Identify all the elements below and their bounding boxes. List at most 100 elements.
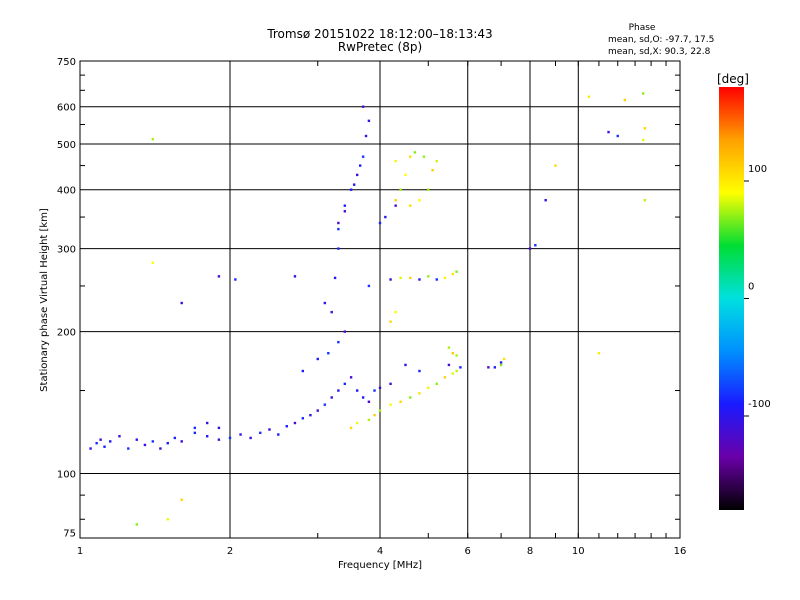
echo-point — [103, 445, 106, 448]
echo-point — [259, 431, 262, 435]
echo-point — [239, 433, 242, 436]
axis-ticks: 1 2 4 6 8 10 16 75 100 200 300 400 500 600 750 — [57, 57, 686, 557]
echo-point — [316, 357, 319, 361]
echo-point — [435, 278, 438, 281]
echo-point — [355, 389, 359, 392]
echo-point — [355, 173, 359, 177]
echo-point — [451, 352, 455, 355]
echo-point — [293, 421, 297, 425]
echo-point — [394, 159, 397, 163]
echo-point — [394, 204, 397, 207]
echo-point — [180, 301, 183, 305]
x-axis-label: Frequency [MHz] — [338, 560, 422, 571]
echo-point — [337, 340, 340, 344]
echo-point — [378, 221, 382, 225]
echo-point — [616, 134, 619, 138]
y-tick-label: 600 — [57, 103, 76, 114]
echo-point — [349, 426, 353, 430]
echo-point — [352, 183, 356, 186]
echo-point — [499, 363, 503, 367]
echo-point — [643, 127, 647, 130]
echo-point — [447, 363, 451, 367]
x-tick-label: 2 — [227, 546, 233, 557]
echo-point — [349, 188, 353, 191]
echo-point — [301, 417, 305, 420]
echo-point — [285, 425, 288, 428]
echo-point — [451, 272, 455, 276]
echo-point — [151, 261, 155, 264]
echo-point — [502, 357, 506, 361]
echo-point — [166, 441, 169, 445]
colorbar-tick-label: -100 — [748, 399, 771, 410]
echo-point — [180, 498, 183, 501]
x-tick-label: 16 — [674, 546, 687, 557]
echo-point — [389, 382, 392, 386]
echo-point — [327, 352, 330, 355]
echo-point — [409, 276, 412, 280]
echo-point — [607, 130, 610, 134]
chart-title: Tromsø 20151022 18:12:00–18:13:43 — [266, 27, 492, 41]
echo-point — [409, 396, 412, 399]
echo-point — [418, 278, 421, 281]
echo-point — [343, 204, 347, 207]
echo-point — [277, 433, 280, 436]
echo-point — [205, 421, 209, 425]
x-tick-label: 10 — [572, 546, 585, 557]
echo-point — [643, 199, 647, 202]
x-tick-label: 4 — [377, 546, 383, 557]
echo-point — [159, 447, 162, 450]
echo-point — [309, 413, 312, 417]
colorbar-label: [deg] — [717, 72, 749, 86]
echo-point — [343, 382, 347, 386]
echo-point — [399, 276, 402, 280]
echo-point — [587, 95, 591, 98]
echo-point — [127, 447, 130, 450]
echo-point — [447, 346, 451, 349]
stats-line-o: mean, sd,O: -97.7, 17.5 — [608, 35, 714, 45]
echo-point — [597, 352, 601, 355]
echo-point — [378, 409, 382, 412]
echo-point — [217, 438, 221, 441]
echo-point — [487, 366, 490, 369]
echo-point — [151, 137, 155, 141]
echo-point — [493, 366, 497, 369]
grid-lines — [80, 61, 680, 538]
echo-point — [399, 188, 402, 191]
echo-point — [193, 431, 197, 435]
echo-point — [443, 276, 447, 280]
echo-point — [228, 436, 232, 440]
echo-point — [404, 173, 407, 177]
echo-point — [337, 227, 340, 231]
data-points — [89, 92, 647, 526]
echo-point — [323, 403, 327, 406]
echo-point — [443, 376, 447, 379]
echo-point — [361, 155, 365, 158]
echo-point — [358, 164, 362, 167]
echo-point — [349, 376, 353, 379]
echo-point — [337, 221, 340, 225]
echo-point — [528, 247, 532, 250]
echo-point — [409, 155, 412, 158]
echo-point — [378, 386, 382, 390]
stats-header: Phase — [629, 23, 656, 33]
echo-point — [418, 392, 421, 395]
echo-point — [333, 276, 337, 280]
echo-point — [166, 518, 169, 521]
echo-point — [409, 204, 412, 207]
echo-point — [394, 199, 397, 202]
echo-point — [418, 369, 421, 373]
echo-point — [455, 354, 458, 357]
echo-point — [173, 436, 177, 440]
echo-point — [394, 310, 397, 314]
y-tick-label: 750 — [57, 57, 76, 68]
colorbar-tick-label: 100 — [748, 164, 767, 175]
echo-point — [217, 426, 221, 430]
echo-point — [384, 215, 387, 219]
echo-point — [151, 440, 155, 443]
x-tick-label: 6 — [465, 546, 471, 557]
echo-point — [135, 438, 138, 441]
chart-subtitle: RwPretec (8p) — [338, 40, 422, 54]
echo-point — [427, 188, 430, 191]
y-tick-label: 75 — [63, 528, 76, 539]
